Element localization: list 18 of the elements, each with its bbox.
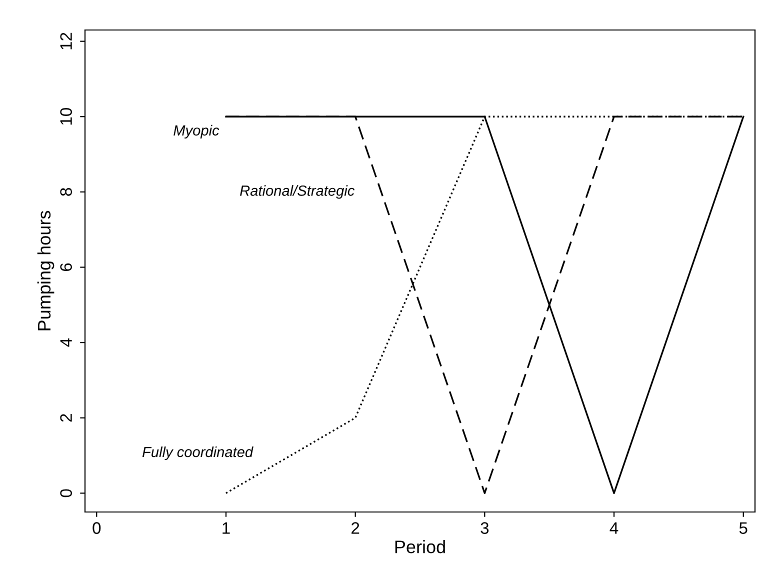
y-tick-label: 2 [60,414,72,422]
series-label: Fully coordinated [142,446,254,460]
x-tick-label: 0 [92,522,101,534]
series-label: Rational/Strategic [240,185,355,199]
x-tick-label: 3 [480,522,489,534]
x-tick-label: 5 [739,522,748,534]
y-tick-label: 10 [60,108,72,125]
y-tick-label: 8 [60,188,72,196]
y-tick-label: 4 [60,338,72,347]
x-tick-label: 1 [222,522,230,534]
y-axis-title: Pumping hours [37,210,54,330]
y-tick-label: 6 [60,263,72,272]
y-tick-label: 0 [60,489,72,498]
series-label: Myopic [174,124,220,138]
x-tick-label: 2 [352,522,360,534]
x-tick-label: 4 [610,522,618,534]
y-tick-label: 12 [60,32,72,50]
x-axis-title: Period [395,540,445,554]
